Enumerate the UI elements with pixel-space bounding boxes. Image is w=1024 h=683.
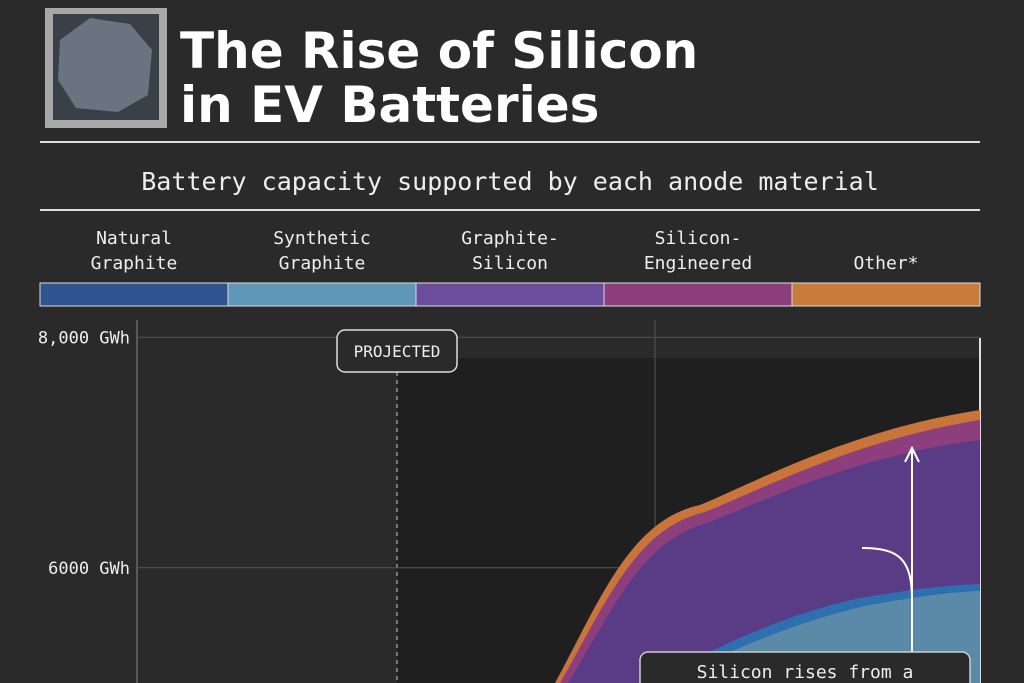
y-tick-label: 6000 GWh (48, 559, 130, 579)
legend-label: Silicon (472, 253, 548, 274)
annotation-arrow (861, 547, 913, 601)
legend-label: Graphite (91, 253, 178, 274)
annotation: Silicon rises from a (697, 662, 914, 683)
legend-label: Natural (96, 228, 172, 249)
rock-shape (58, 18, 152, 112)
annotation-box (639, 651, 971, 683)
legend-label: Other* (853, 253, 918, 274)
arrowhead (904, 445, 920, 463)
projected-label: PROJECTED (354, 342, 441, 361)
title-line: The Rise of Silicon (180, 22, 698, 80)
y-tick-label: 8,000 GWh (38, 328, 130, 348)
title-line: in EV Batteries (180, 76, 599, 134)
legend-swatch (603, 282, 793, 307)
legend-swatch (791, 282, 981, 307)
legend-label: Silicon- (655, 228, 742, 249)
legend-label: Engineered (644, 253, 752, 274)
legend-label: Graphite (279, 253, 366, 274)
legend-label: Synthetic (273, 228, 371, 249)
legend-swatch (415, 282, 605, 307)
subtitle: Battery capacity supported by each anode… (141, 167, 879, 196)
legend-label: Graphite- (461, 228, 559, 249)
legend: Natural Graphite Synthetic Graphite Graphite… (39, 228, 981, 307)
legend-swatch (39, 282, 229, 307)
legend-swatch (227, 282, 417, 307)
projected-badge (336, 329, 458, 373)
